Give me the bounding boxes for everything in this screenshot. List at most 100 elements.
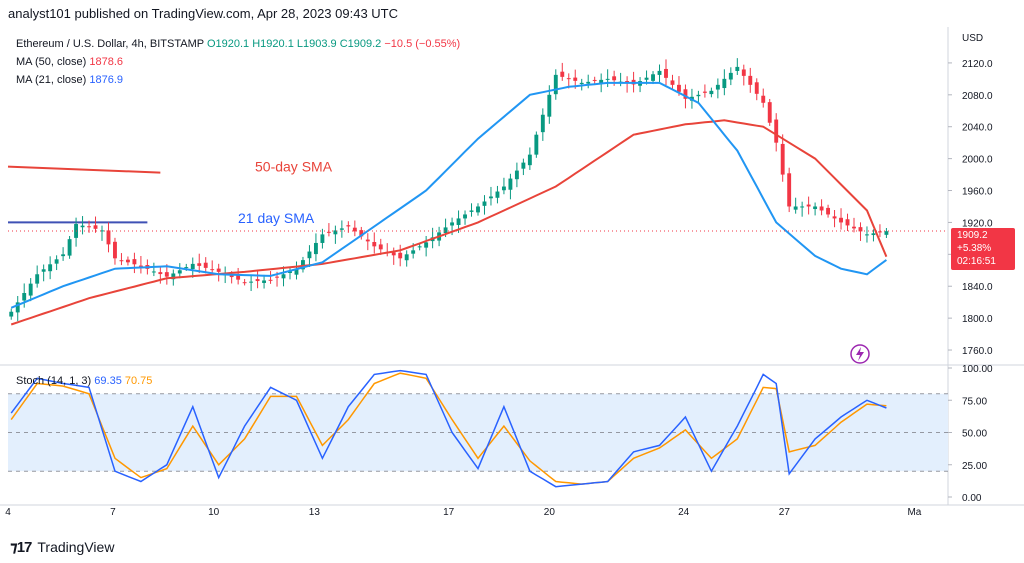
high-value: H1920.1 — [252, 38, 294, 50]
candle-body — [728, 72, 733, 80]
ma21-label: MA (21, close) — [16, 74, 87, 86]
candle-body — [800, 206, 805, 208]
candle-body — [670, 80, 675, 85]
candle-body — [463, 214, 467, 219]
time-tick-label: 17 — [443, 507, 455, 518]
candle-body — [774, 119, 779, 143]
candle-body — [741, 69, 746, 76]
candle-body — [832, 216, 837, 219]
candle-body — [469, 210, 474, 212]
candle-body — [761, 95, 766, 103]
candle-body — [177, 270, 182, 274]
time-tick-label: 4 — [5, 507, 11, 518]
candle-body — [644, 77, 649, 80]
candle-body — [320, 234, 325, 243]
candle-body — [275, 276, 279, 278]
candle-body — [495, 191, 500, 198]
candle-body — [722, 78, 727, 89]
candle-body — [378, 244, 383, 250]
candle-body — [566, 78, 571, 80]
candle-body — [301, 260, 305, 270]
candle-body — [242, 282, 247, 284]
candle-body — [365, 239, 370, 242]
candle-body — [41, 269, 46, 272]
candle-body — [787, 173, 792, 207]
price-tick-label: 2040.0 — [962, 123, 993, 134]
candle-body — [210, 269, 215, 271]
candle-body — [884, 231, 889, 235]
candle-body — [560, 71, 565, 77]
price-tick-label: 1760.0 — [962, 346, 993, 357]
price-tick-label: 2120.0 — [962, 59, 993, 70]
candle-body — [313, 242, 318, 255]
candle-body — [547, 94, 552, 117]
candle-body — [450, 222, 455, 226]
candle-body — [236, 275, 241, 280]
candle-body — [132, 259, 137, 265]
publisher-text: analyst101 published on TradingView.com,… — [8, 6, 399, 21]
stoch-band — [8, 393, 948, 472]
candle-body — [100, 230, 104, 232]
chart-frame[interactable]: 2120.02080.02040.02000.01960.01920.01880… — [0, 27, 1024, 530]
candle-body — [839, 217, 843, 223]
candle-body — [281, 274, 286, 279]
candle-body — [164, 272, 169, 277]
candle-body — [677, 84, 681, 92]
candle-body — [35, 274, 40, 284]
candle-body — [715, 84, 720, 90]
candle-body — [307, 251, 312, 259]
resistance-red-line[interactable] — [7, 165, 161, 174]
price-tick-label: 1960.0 — [962, 187, 993, 198]
candle-body — [326, 231, 331, 233]
candle-body — [553, 74, 558, 95]
candle-body — [203, 262, 208, 268]
candle-body — [813, 206, 818, 210]
candle-body — [877, 231, 882, 233]
stoch-label: Stoch (14, 1, 3) — [16, 375, 92, 387]
stoch-k-line — [10, 369, 887, 488]
candle-body — [249, 281, 254, 283]
candle-body — [80, 225, 85, 228]
time-tick-label: 24 — [678, 507, 690, 518]
candle-body — [573, 77, 578, 81]
candle-body — [592, 79, 597, 81]
candle-body — [476, 206, 480, 213]
candle-body — [372, 242, 377, 247]
candle-body — [599, 79, 604, 84]
candle-body — [9, 311, 14, 317]
candle-body — [216, 268, 221, 272]
candle-body — [501, 186, 506, 191]
candle-body — [54, 259, 59, 264]
candle-body — [664, 68, 668, 78]
brand-name: TradingView — [37, 539, 115, 555]
price-tick-label: 2000.0 — [962, 155, 993, 166]
candle-body — [826, 207, 831, 215]
time-tick-label: 20 — [544, 507, 556, 518]
candle-body — [482, 201, 487, 206]
tradingview-logo-icon: ⁊17 — [10, 539, 32, 556]
candle-body — [158, 272, 163, 275]
stoch-d-value: 70.75 — [124, 375, 153, 387]
candle-body — [404, 254, 409, 261]
footer-brand[interactable]: ⁊17 TradingView — [10, 537, 114, 557]
candle-body — [28, 283, 33, 296]
stoch-tick-label: 75.00 — [962, 396, 987, 407]
candle-body — [456, 218, 461, 225]
ma21-line — [10, 81, 887, 309]
candle-body — [15, 302, 20, 313]
time-tick-label: 27 — [779, 507, 791, 518]
symbol-row: Ethereum / U.S. Dollar, 4h, BITSTAMP O19… — [16, 35, 460, 53]
candle-body — [683, 89, 688, 99]
candle-body — [190, 263, 195, 270]
candle-body — [709, 90, 714, 95]
time-tick-label: Ma — [907, 507, 921, 518]
candle-body — [527, 154, 532, 166]
candle-body — [871, 233, 876, 236]
lightning-bolt — [856, 347, 864, 361]
candle-body — [806, 204, 811, 207]
lightning-icon[interactable] — [850, 344, 870, 364]
sma50-annotation: 50-day SMA — [255, 159, 333, 175]
price-chart-svg[interactable]: 2120.02080.02040.02000.01960.01920.01880… — [0, 27, 1024, 530]
candle-body — [333, 230, 338, 235]
candle-body — [106, 230, 111, 245]
